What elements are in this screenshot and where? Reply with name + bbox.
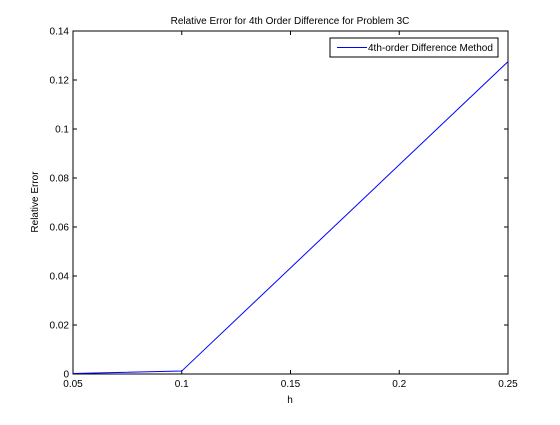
legend-box bbox=[329, 37, 499, 58]
y-tick-label: 0.06 bbox=[50, 223, 70, 234]
x-tick-label: 0.2 bbox=[392, 379, 406, 390]
chart-title: Relative Error for 4th Order Difference … bbox=[171, 16, 410, 27]
y-tick-label: 0.04 bbox=[50, 272, 70, 283]
y-axis-title: Relative Error bbox=[30, 171, 41, 233]
series-layer bbox=[72, 61, 509, 375]
y-tick-label: 0.1 bbox=[55, 125, 69, 136]
legend-label: 4th-order Difference Method bbox=[368, 43, 493, 54]
y-tick-label: 0.14 bbox=[50, 27, 70, 38]
x-axis-title: h bbox=[287, 395, 293, 406]
x-tick-label: 0.05 bbox=[63, 379, 83, 390]
x-axis: 0.05 0.1 0.15 0.2 0.25 bbox=[63, 31, 518, 390]
y-tick-label: 0.08 bbox=[50, 174, 70, 185]
x-tick-label: 0.1 bbox=[175, 379, 189, 390]
x-tick-label: 0.25 bbox=[498, 379, 518, 390]
x-tick-label: 0.15 bbox=[281, 379, 301, 390]
series-line bbox=[72, 61, 509, 375]
y-tick-label: 0.12 bbox=[50, 76, 70, 87]
y-axis: 0 0.02 0.04 0.06 0.08 0.1 0.12 0.14 bbox=[50, 27, 508, 381]
legend: 4th-order Difference Method bbox=[329, 37, 499, 58]
y-tick-label: 0 bbox=[63, 370, 69, 381]
plot-area bbox=[72, 30, 509, 375]
y-tick-label: 0.02 bbox=[50, 321, 70, 332]
